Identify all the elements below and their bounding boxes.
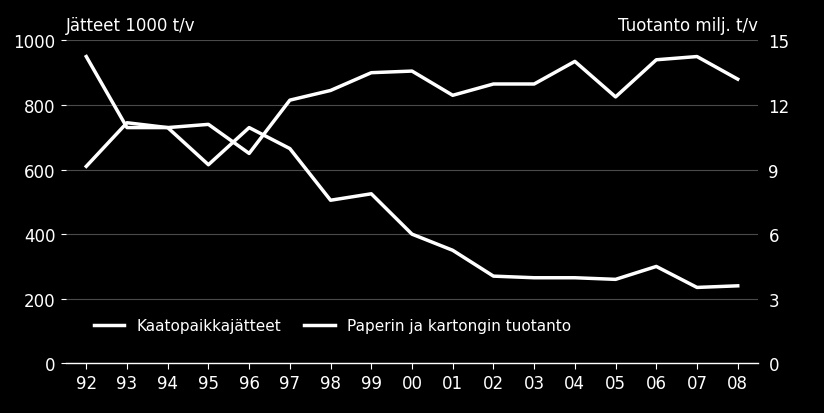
Line: Kaatopaikkajätteet: Kaatopaikkajätteet (87, 57, 737, 288)
Paperin ja kartongin tuotanto (367, 71, 377, 76)
Paperin ja kartongin tuotanto (122, 121, 132, 126)
Kaatopaikkajätteet (651, 264, 661, 269)
Paperin ja kartongin tuotanto (82, 164, 91, 169)
Paperin ja kartongin tuotanto (285, 98, 295, 103)
Kaatopaikkajätteet (367, 192, 377, 197)
Kaatopaikkajätteet (692, 285, 702, 290)
Kaatopaikkajätteet (489, 274, 499, 279)
Kaatopaikkajätteet (529, 275, 539, 280)
Paperin ja kartongin tuotanto (651, 58, 661, 63)
Kaatopaikkajätteet (407, 232, 417, 237)
Kaatopaikkajätteet (122, 126, 132, 131)
Paperin ja kartongin tuotanto (692, 55, 702, 60)
Paperin ja kartongin tuotanto (529, 82, 539, 87)
Kaatopaikkajätteet (447, 248, 457, 253)
Text: Jätteet 1000 t/v: Jätteet 1000 t/v (66, 17, 195, 35)
Kaatopaikkajätteet (204, 163, 213, 168)
Kaatopaikkajätteet (244, 126, 254, 131)
Paperin ja kartongin tuotanto (447, 94, 457, 99)
Paperin ja kartongin tuotanto (407, 69, 417, 74)
Paperin ja kartongin tuotanto (570, 60, 580, 65)
Kaatopaikkajätteet (163, 126, 173, 131)
Legend: Kaatopaikkajätteet, Paperin ja kartongin tuotanto: Kaatopaikkajätteet, Paperin ja kartongin… (87, 313, 577, 340)
Paperin ja kartongin tuotanto (489, 82, 499, 87)
Paperin ja kartongin tuotanto (244, 152, 254, 157)
Kaatopaikkajätteet (611, 277, 620, 282)
Kaatopaikkajätteet (325, 198, 335, 203)
Kaatopaikkajätteet (570, 275, 580, 280)
Text: Tuotanto milj. t/v: Tuotanto milj. t/v (618, 17, 758, 35)
Line: Paperin ja kartongin tuotanto: Paperin ja kartongin tuotanto (87, 57, 737, 167)
Kaatopaikkajätteet (285, 147, 295, 152)
Paperin ja kartongin tuotanto (325, 89, 335, 94)
Paperin ja kartongin tuotanto (163, 126, 173, 131)
Paperin ja kartongin tuotanto (204, 123, 213, 128)
Paperin ja kartongin tuotanto (611, 95, 620, 100)
Kaatopaikkajätteet (733, 284, 742, 289)
Kaatopaikkajätteet (82, 55, 91, 60)
Paperin ja kartongin tuotanto (733, 78, 742, 83)
